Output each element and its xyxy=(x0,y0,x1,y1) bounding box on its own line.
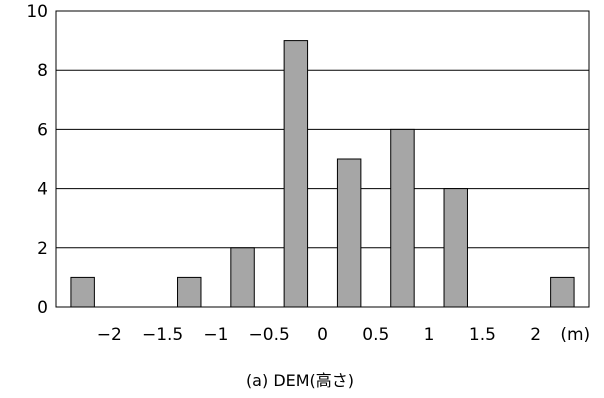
x-tick-label: 1.5 xyxy=(469,325,496,345)
x-tick-label: 2 xyxy=(530,325,541,345)
bar xyxy=(550,276,575,308)
y-tick-label: 0 xyxy=(37,298,48,318)
y-tick-labels: 0 2 4 6 8 10 xyxy=(26,2,48,318)
y-tick-label: 2 xyxy=(37,239,48,259)
x-tick-label: −1.5 xyxy=(142,325,183,345)
y-tick-label: 10 xyxy=(26,2,48,22)
bar xyxy=(443,188,468,308)
x-tick-labels: −2 −1.5 −1 −0.5 0 0.5 1 1.5 2 xyxy=(97,325,541,345)
bar xyxy=(70,276,95,308)
bar xyxy=(230,247,255,308)
chart-caption: (a) DEM(高さ) xyxy=(246,371,354,390)
x-tick-label: 0.5 xyxy=(362,325,389,345)
gridlines xyxy=(56,69,589,249)
x-tick-label: 0 xyxy=(317,325,328,345)
plot-frame xyxy=(55,10,590,308)
bars xyxy=(70,40,575,308)
x-unit-label: (m) xyxy=(560,325,590,345)
y-tick-label: 8 xyxy=(37,61,48,81)
y-tick-label: 4 xyxy=(37,180,48,200)
x-tick-label: −2 xyxy=(97,325,122,345)
bar xyxy=(336,158,362,308)
bar xyxy=(177,276,202,308)
y-tick-label: 6 xyxy=(37,120,48,140)
bar xyxy=(283,40,309,308)
bar xyxy=(390,128,415,308)
x-tick-label: −1 xyxy=(203,325,228,345)
x-tick-label: −0.5 xyxy=(249,325,290,345)
x-tick-label: 1 xyxy=(424,325,435,345)
